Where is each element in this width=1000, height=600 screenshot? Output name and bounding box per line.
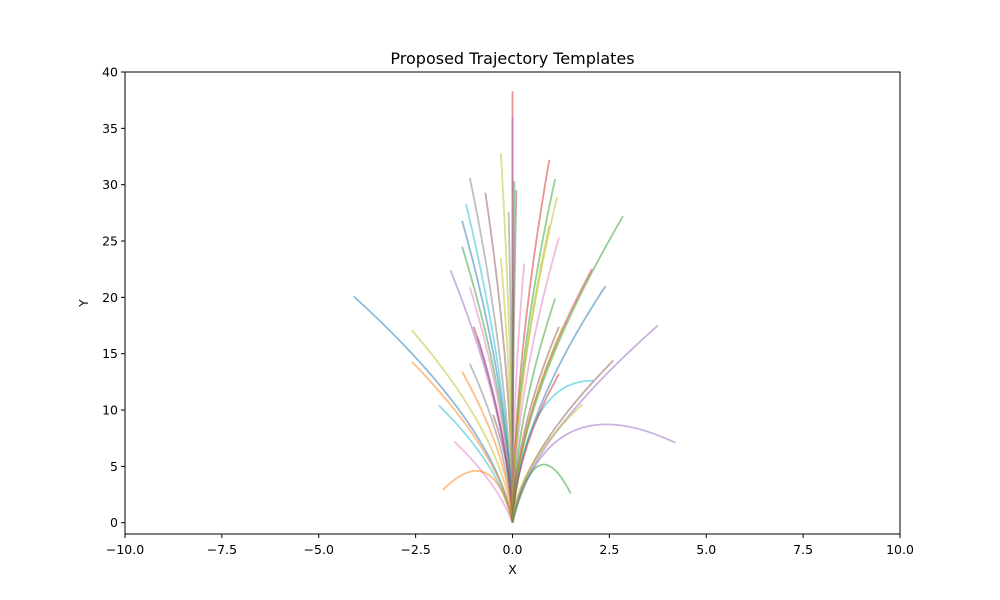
x-tick-label: 5.0 — [696, 542, 716, 557]
x-tick-label: 7.5 — [793, 542, 813, 557]
trajectory-line-44 — [511, 463, 572, 523]
chart-title: Proposed Trajectory Templates — [390, 49, 634, 68]
y-tick-label: 25 — [102, 234, 118, 249]
trajectory-line-7 — [449, 269, 514, 523]
x-tick-label: 0.0 — [503, 542, 523, 557]
x-axis-ticks: −10.0 −7.5 −5.0 −2.5 0.0 2.5 5.0 7.5 10.0 — [106, 534, 914, 557]
y-tick-label: 30 — [102, 177, 118, 192]
trajectory-line-3 — [411, 329, 514, 523]
y-tick-label: 10 — [102, 403, 118, 418]
y-tick-label: 35 — [102, 121, 118, 136]
x-tick-label: −10.0 — [106, 542, 144, 557]
x-tick-label: 2.5 — [599, 542, 619, 557]
y-axis-ticks: 0 5 10 15 20 25 30 35 40 — [102, 65, 125, 530]
trajectory-line-42 — [511, 403, 583, 523]
y-tick-label: 40 — [102, 65, 118, 80]
trajectory-line-41 — [511, 373, 560, 523]
trajectory-lines — [353, 91, 676, 524]
x-axis-label: X — [508, 562, 517, 577]
trajectory-line-5 — [453, 440, 514, 524]
y-tick-label: 20 — [102, 290, 118, 305]
x-tick-label: −7.5 — [207, 542, 237, 557]
x-tick-label: 10.0 — [886, 542, 914, 557]
x-tick-label: −2.5 — [400, 542, 430, 557]
x-tick-label: −5.0 — [304, 542, 334, 557]
trajectory-line-18 — [461, 371, 514, 523]
trajectory-line-6 — [442, 470, 514, 523]
trajectory-line-43 — [511, 423, 676, 523]
y-axis-label: Y — [76, 299, 91, 308]
y-tick-label: 5 — [110, 459, 118, 474]
y-tick-label: 0 — [110, 515, 118, 530]
y-tick-label: 15 — [102, 346, 118, 361]
